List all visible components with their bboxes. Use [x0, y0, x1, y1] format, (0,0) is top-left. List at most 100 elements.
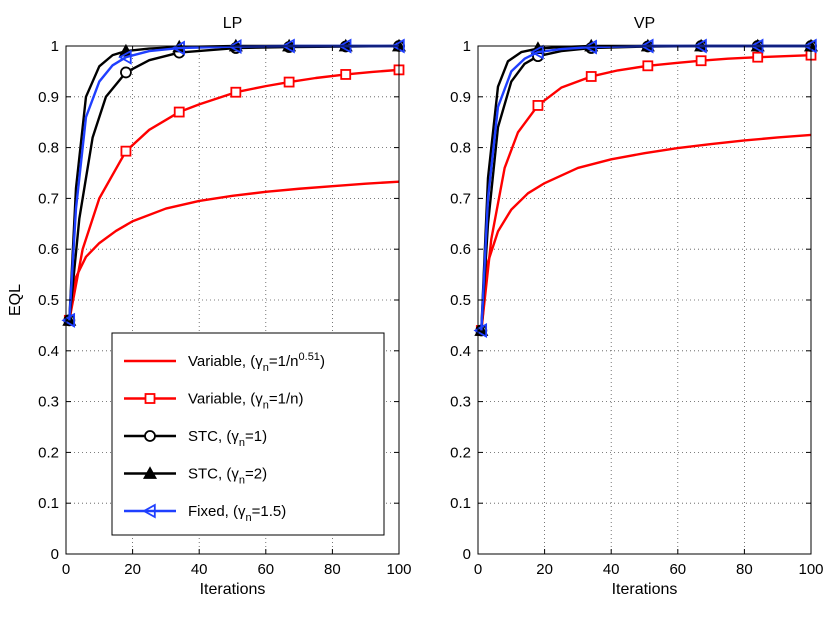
legend-label-subscript: n — [239, 437, 245, 449]
vp-y-tick-label: 0.3 — [450, 394, 471, 411]
legend-label-mid: =1.5 — [252, 503, 282, 520]
vp-y-tick-label: 0.2 — [450, 444, 471, 461]
vp-y-tick-label: 0.9 — [450, 89, 471, 106]
legend-label-suffix: ) — [299, 391, 304, 408]
lp-x-tick-label: 20 — [124, 561, 141, 578]
legend-label-prefix: Fixed, ( — [188, 503, 238, 520]
vp-x-tick-label: 20 — [536, 561, 553, 578]
legend-label-subscript: n — [239, 475, 245, 487]
lp-y-tick-label: 0.5 — [38, 292, 59, 309]
lp-fixed-15-marker — [391, 38, 405, 54]
lp-y-tick-label: 0.8 — [38, 140, 59, 157]
vp-grid — [478, 46, 811, 554]
lp-fixed-15-marker — [171, 40, 185, 56]
legend-label-suffix: ) — [320, 353, 325, 370]
legend-label-mid: =1/n — [269, 391, 299, 408]
lp-x-tick-label: 40 — [191, 561, 208, 578]
lp-title: LP — [223, 15, 243, 32]
vp-y-tick-label: 0.4 — [450, 343, 471, 360]
legend-label-prefix: Variable, ( — [188, 353, 255, 370]
lp-grid — [66, 46, 399, 554]
lp-x-tick-label: 100 — [386, 561, 411, 578]
lp-y-tick-label: 0.6 — [38, 241, 59, 258]
vp-plot-area — [478, 46, 811, 554]
vp-y-tick-label: 0.5 — [450, 292, 471, 309]
legend-marker — [142, 466, 158, 479]
lp-variable-1n-marker — [173, 106, 185, 118]
lp-y-tick-label: 0 — [51, 546, 59, 563]
vp-variable-1n-marker — [585, 71, 597, 82]
vp-y-tick-label: 1 — [463, 38, 471, 55]
legend-label: STC, (γn=2) — [188, 466, 267, 487]
lp-variable-1n-marker — [230, 86, 242, 98]
vp-x-tick-label: 100 — [798, 561, 823, 578]
vp-variable-1n-marker — [642, 60, 654, 72]
legend-label-suffix: ) — [281, 503, 286, 520]
vp-fixed-15-marker — [473, 322, 488, 339]
lp-series-variable-1n — [63, 64, 405, 326]
lp-series-variable-051 — [68, 180, 400, 321]
lp-fixed-15-marker — [61, 312, 76, 328]
legend-label: Fixed, (γn=1.5) — [188, 503, 286, 524]
legend-label-superscript: 0.51 — [299, 351, 320, 363]
lp-x-tick-label: 0 — [62, 561, 70, 578]
legend-label-mid: =1 — [245, 428, 262, 445]
legend-label-subscript: n — [263, 362, 269, 374]
legend-label-gamma: γ — [255, 353, 263, 370]
vp-y-tick-label: 0.1 — [450, 495, 471, 512]
legend-item-fixed-15: Fixed, (γn=1.5) — [124, 503, 286, 524]
legend-item-stc-1: STC, (γn=1) — [124, 428, 267, 449]
lp-x-label: Iterations — [200, 581, 266, 598]
vp-series-variable-051 — [480, 133, 812, 331]
vp-panel: 0 20 40 60 80 100 0 0.1 0.2 0.3 0.4 0.5 0.6 0.7 0.8 0.9… — [450, 15, 823, 598]
vp-y-tick-label: 0 — [463, 546, 471, 563]
legend-item-variable-1n: Variable, (γn=1/n) — [124, 391, 304, 412]
lp-y-tick-label: 1 — [51, 38, 59, 55]
lp-x-tick-label: 60 — [257, 561, 274, 578]
lp-stc-1-marker — [120, 66, 132, 79]
legend-label-mid: =1/n — [269, 353, 299, 370]
vp-title: VP — [634, 15, 655, 32]
vp-variable-1n-marker — [752, 51, 764, 63]
legend-label-subscript: n — [246, 512, 252, 524]
vp-fixed-15-marker — [530, 44, 544, 60]
legend-label-mid: =2 — [245, 466, 262, 483]
lp-variable-1n-marker — [340, 69, 352, 80]
lp-variable-1n-marker — [283, 76, 295, 88]
legend-label-prefix: STC, ( — [188, 466, 231, 483]
vp-x-tick-label: 80 — [736, 561, 753, 578]
lp-fixed-15-marker — [118, 49, 132, 65]
vp-variable-1n-marker — [532, 100, 544, 111]
lp-y-tick-label: 0.4 — [38, 343, 59, 360]
legend-marker — [144, 430, 156, 442]
legend-marker — [144, 393, 156, 404]
vp-series-variable-1n — [475, 49, 817, 336]
vp-y-tick-label: 0.8 — [450, 140, 471, 157]
vp-variable-051-line — [480, 133, 812, 331]
legend-label: STC, (γn=1) — [188, 428, 267, 449]
legend-label-prefix: Variable, ( — [188, 391, 255, 408]
legend-label-subscript: n — [263, 400, 269, 412]
vp-x-label: Iterations — [612, 581, 678, 598]
lp-y-tick-label: 0.1 — [38, 495, 59, 512]
vp-y-tick-label: 0.7 — [450, 190, 471, 207]
legend-item-variable-051: Variable, (γn=1/n0.51) — [124, 351, 325, 374]
vp-variable-1n-marker — [695, 55, 707, 67]
vp-x-tick-label: 60 — [669, 561, 686, 578]
legend-label-gamma: γ — [231, 428, 239, 445]
lp-x-tick-label: 80 — [324, 561, 341, 578]
lp-y-tick-label: 0.3 — [38, 394, 59, 411]
legend: Variable, (γn=1/n0.51)Variable, (γn=1/n)… — [111, 332, 385, 536]
legend-label-suffix: ) — [262, 428, 267, 445]
vp-fixed-15-marker — [803, 38, 817, 54]
legend-marker — [142, 503, 156, 519]
legend-label-gamma: γ — [231, 466, 239, 483]
lp-variable-1n-marker — [120, 145, 132, 157]
lp-y-tick-label: 0.7 — [38, 190, 59, 207]
legend-label-prefix: STC, ( — [188, 428, 231, 445]
lp-variable-051-line — [68, 180, 400, 321]
lp-fixed-15-marker — [227, 38, 242, 55]
vp-x-tick-label: 40 — [603, 561, 620, 578]
legend-label: Variable, (γn=1/n) — [188, 391, 304, 412]
